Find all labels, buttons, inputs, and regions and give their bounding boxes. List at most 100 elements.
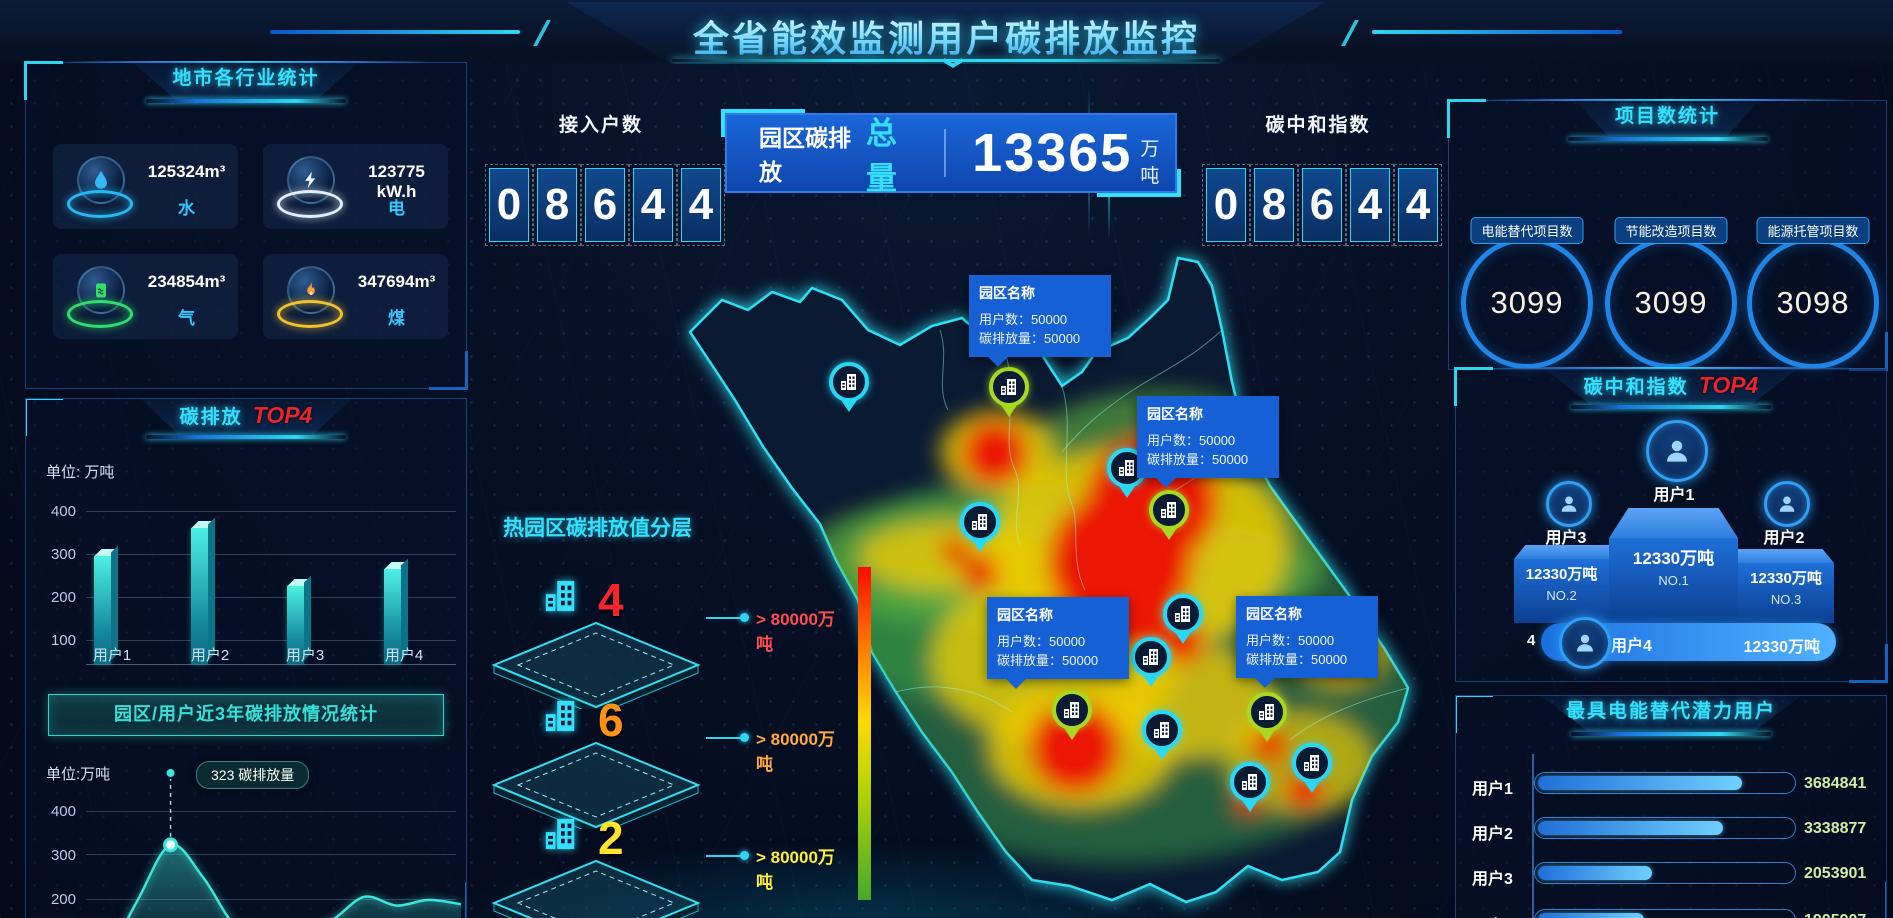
bar-track xyxy=(1534,862,1796,884)
podium-user3-label: 用户3 xyxy=(1545,530,1587,547)
panel-title: 项目数统计 xyxy=(1614,106,1721,127)
project-value: 3099 xyxy=(1634,285,1708,320)
stat-card-electricity: 123775 kW.h 电 xyxy=(263,144,448,229)
platform xyxy=(491,741,701,829)
panel-neutral-top4: 碳中和指数 TOP4 用户1 12330万吨 NO.1 用户3 12330万吨 N… xyxy=(1454,367,1888,683)
total-value: 13365 xyxy=(972,123,1133,183)
connector-line xyxy=(706,737,742,739)
podium-block-3: 12330万吨 NO.3 xyxy=(1738,549,1834,623)
panel-industry-stats: 地市各行业统计 125324m³ 水 123775 kW.h 电 234854m… xyxy=(24,61,468,390)
bar-user1[interactable] xyxy=(94,556,111,664)
podium-block-1: 12330万吨 NO.1 xyxy=(1609,508,1738,623)
stat-value: 123775 kW.h xyxy=(368,162,425,201)
panel-title-plate: 地市各行业统计 xyxy=(132,62,360,98)
layer-count: 6 xyxy=(598,694,624,746)
access-label: 接入户数 xyxy=(558,115,643,136)
digit-box: 0 xyxy=(1202,164,1250,246)
layer-count: 4 xyxy=(598,574,624,626)
map-tooltip: 园区名称 用户数：50000 碳排放量：50000 xyxy=(1137,396,1279,478)
project-value: 3098 xyxy=(1776,285,1850,320)
bar-user2[interactable] xyxy=(191,528,208,664)
map-pin[interactable] xyxy=(1142,710,1182,764)
total-accent: 总量 xyxy=(865,116,897,196)
panel-title: 地市各行业统计 xyxy=(172,68,320,89)
tooltip-title: 园区名称 xyxy=(997,607,1053,623)
avatar-user4 xyxy=(1559,617,1611,669)
row-user: 用户4 xyxy=(1472,912,1513,918)
connector-line xyxy=(706,617,742,619)
panel-project-stats: 项目数统计 电能替代项目数 节能改造项目数 能源托管项目数 3099 3099 … xyxy=(1447,99,1888,371)
tooltip-title: 园区名称 xyxy=(1246,606,1302,622)
potential-row: 用户4 1905907 xyxy=(1456,905,1886,918)
panel-title: 碳排放 xyxy=(179,407,243,428)
connector-dot xyxy=(740,851,749,860)
panel-emission-top4: 碳排放 TOP4 单位: 万吨 400 300 200 100 用户1 用户2 用… xyxy=(25,398,467,918)
divider xyxy=(944,129,947,177)
map-pin[interactable] xyxy=(1247,692,1287,746)
podium-rank: NO.2 xyxy=(1546,588,1577,603)
map-pin[interactable] xyxy=(1163,594,1203,648)
row-user: 用户2 xyxy=(1472,826,1513,843)
layer-threshold: > 80000万吨 xyxy=(756,730,835,774)
row-value: 3338877 xyxy=(1804,820,1867,837)
building-icon xyxy=(1052,690,1092,730)
x-category: 用户1 xyxy=(92,647,132,664)
stat-value: 347694m³ xyxy=(357,272,436,291)
stat-value: 234854m³ xyxy=(147,272,226,291)
panel-title-plate: 碳排放 TOP4 xyxy=(139,399,353,434)
x-category: 用户3 xyxy=(285,647,325,664)
podium-user2-label: 用户2 xyxy=(1763,530,1805,547)
podium-user1-label: 用户1 xyxy=(1653,487,1695,504)
project-circle: 3098 xyxy=(1747,237,1879,369)
map-pin[interactable] xyxy=(829,362,869,416)
panel-title-plate: 碳中和指数 TOP4 xyxy=(1543,368,1799,404)
potential-row: 用户1 3684841 xyxy=(1456,768,1886,802)
buildings-icon xyxy=(542,817,580,851)
row-value: 3684841 xyxy=(1804,775,1867,792)
map-pin[interactable] xyxy=(1131,637,1171,691)
bar-fill xyxy=(1538,821,1723,835)
digit-box: 4 xyxy=(677,164,725,246)
map-pin[interactable] xyxy=(1149,490,1189,544)
stat-label: 水 xyxy=(178,199,195,218)
total-unit: 万吨 xyxy=(1140,139,1160,187)
marker-label: 碳排放量 xyxy=(238,767,295,783)
history-stats-button[interactable]: 园区/用户近3年碳排放情况统计 xyxy=(48,694,444,736)
stat-value: 125324m³ xyxy=(147,162,226,181)
map-pin[interactable] xyxy=(989,367,1029,421)
carbon-neutral-index: 碳中和指数 0 8 6 4 4 xyxy=(1202,110,1442,246)
total-emission-panel: 园区碳排放 总量 13365 万吨 xyxy=(721,109,1181,197)
top4-accent: TOP4 xyxy=(1698,372,1759,398)
building-icon xyxy=(1131,637,1171,677)
heat-layer-2: 6 > 80000万吨 xyxy=(488,694,848,829)
map-pin[interactable] xyxy=(1292,743,1332,797)
map-pin[interactable] xyxy=(1052,690,1092,744)
building-icon xyxy=(1230,762,1270,802)
map-pin[interactable] xyxy=(1230,762,1270,816)
panel-title: 碳中和指数 xyxy=(1583,377,1689,398)
bar-fill xyxy=(1538,913,1644,918)
panel-potential-users: 最具电能替代潜力用户 用户1 3684841 用户2 3338877 用户3 2… xyxy=(1455,695,1887,918)
bar-track xyxy=(1534,772,1796,794)
map-pin[interactable] xyxy=(960,502,1000,556)
stat-card-coal: 347694m³ 煤 xyxy=(263,254,448,339)
connector-dot xyxy=(740,733,749,742)
heat-gradient-legend xyxy=(858,567,871,900)
row-value: 2053901 xyxy=(1804,865,1867,882)
layer-count: 2 xyxy=(598,812,624,864)
fourth-value: 12330万吨 xyxy=(1743,639,1821,656)
stat-card-water: 125324m³ 水 xyxy=(53,144,238,229)
fourth-user: 用户4 xyxy=(1611,638,1652,655)
bar-user4[interactable] xyxy=(384,569,401,664)
heat-layer-1: 4 > 80000万吨 xyxy=(488,574,848,709)
neutral-index-label: 碳中和指数 xyxy=(1265,115,1371,136)
panel-title-plate: 最具电能替代潜力用户 xyxy=(1539,696,1803,731)
tooltip-title: 园区名称 xyxy=(1147,406,1203,422)
digit-box: 8 xyxy=(1250,164,1298,246)
map-tooltip: 园区名称 用户数：50000 碳排放量：50000 xyxy=(987,597,1129,679)
building-icon xyxy=(960,502,1000,542)
digit-box: 4 xyxy=(1394,164,1442,246)
x-category: 用户2 xyxy=(190,647,230,664)
bar-user3[interactable] xyxy=(287,586,304,664)
